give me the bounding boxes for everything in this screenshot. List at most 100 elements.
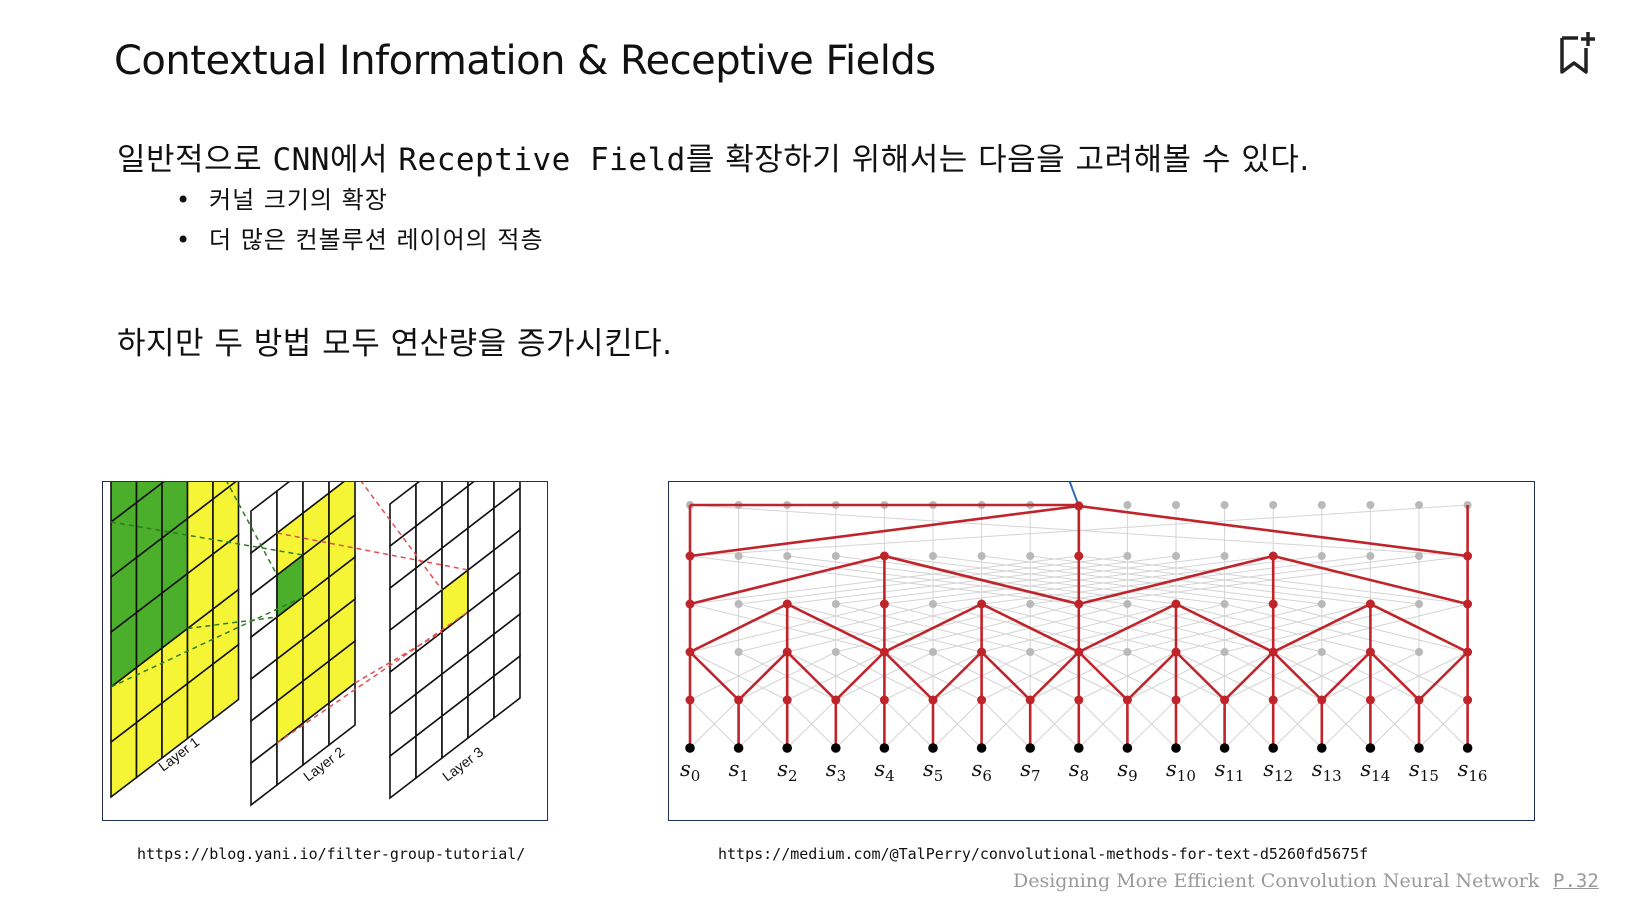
grey-node <box>1123 600 1132 608</box>
red-node <box>1074 647 1084 657</box>
grey-node <box>1026 648 1035 656</box>
grey-node <box>977 552 986 560</box>
red-node <box>1074 551 1084 561</box>
grey-node <box>1123 552 1132 560</box>
input-label: s6 <box>972 757 992 785</box>
grey-connection <box>1030 555 1420 605</box>
grey-node <box>929 648 937 656</box>
intro-pre: 일반적으로 <box>117 142 273 178</box>
red-node <box>1463 695 1473 705</box>
grey-node <box>1317 648 1326 656</box>
red-node <box>1268 647 1278 657</box>
red-node <box>928 695 938 705</box>
grey-node <box>1415 552 1423 560</box>
grey-connection <box>1272 699 1323 749</box>
red-node <box>685 647 695 657</box>
grey-node <box>734 648 743 656</box>
grey-connection <box>689 699 739 749</box>
red-node <box>1365 599 1375 609</box>
input-node <box>685 743 695 753</box>
grey-node <box>831 552 840 560</box>
red-node <box>1122 695 1132 705</box>
red-node <box>1268 695 1278 705</box>
input-node <box>1317 743 1327 753</box>
red-connection <box>1272 602 1371 654</box>
grey-connection <box>1127 699 1177 749</box>
grey-node <box>1366 552 1375 560</box>
grey-connection <box>1370 699 1420 749</box>
input-node <box>1462 743 1473 753</box>
input-label: s5 <box>923 757 943 785</box>
dilated-conv-diagram: s0 s1 s2 s3 s4 s5 s6 s7 s8 s9 s10 s11 s12 s13 s14 s15 s1… <box>680 482 1487 785</box>
figure2-source-link[interactable]: https://medium.com/@TalPerry/convolution… <box>718 845 1369 863</box>
figure1-source-link[interactable]: https://blog.yani.io/filter-group-tutori… <box>137 845 526 863</box>
input-node <box>831 743 841 753</box>
green-dash-line <box>187 616 278 630</box>
red-node <box>782 647 792 657</box>
red-node <box>685 599 695 609</box>
red-node <box>782 599 792 609</box>
input-node <box>928 743 938 753</box>
grey-node <box>1317 501 1326 509</box>
layers-diagram: Layer 1 Layer 2 Layer 3 <box>110 367 521 807</box>
red-node <box>1268 551 1278 561</box>
grey-node <box>1317 552 1326 560</box>
input-node <box>1219 743 1230 753</box>
grey-connection <box>981 651 1080 701</box>
red-node <box>782 695 792 705</box>
input-label: s10 <box>1166 757 1196 785</box>
bullet-item: • 더 많은 컨볼루션 레이어의 적층 <box>176 226 544 254</box>
bullet-item: • 커널 크기의 확장 <box>176 186 388 214</box>
red-connection <box>1077 651 1129 701</box>
red-connection <box>786 651 837 701</box>
grey-node <box>831 648 840 656</box>
grey-node <box>1269 501 1278 509</box>
input-node <box>733 743 744 753</box>
input-node <box>1074 743 1084 753</box>
input-label: s9 <box>1117 757 1137 785</box>
input-label: s12 <box>1263 757 1293 785</box>
intro-rf: Receptive Field <box>398 142 686 178</box>
red-connection <box>932 651 983 701</box>
red-connection <box>1029 651 1080 701</box>
bookmark-add-icon[interactable] <box>1556 30 1596 76</box>
input-label: s15 <box>1409 757 1439 785</box>
red-node <box>1171 599 1181 609</box>
red-node <box>977 695 987 705</box>
grey-connection <box>786 699 837 749</box>
grey-connection <box>786 651 885 701</box>
red-connection <box>1320 651 1372 701</box>
input-label: s8 <box>1069 757 1089 785</box>
grey-node <box>1220 501 1229 509</box>
red-node <box>1268 599 1278 609</box>
red-connection <box>1078 554 1274 606</box>
input-node <box>1025 743 1035 753</box>
red-node <box>977 599 987 609</box>
red-connection <box>1272 554 1468 606</box>
slide-title: Contextual Information & Receptive Field… <box>114 38 936 84</box>
grey-node <box>783 552 792 560</box>
red-node <box>1317 695 1327 705</box>
red-node <box>831 695 841 705</box>
red-node <box>977 647 987 657</box>
grey-node <box>1366 501 1375 509</box>
grey-node <box>1415 501 1423 509</box>
page-number: P.32 <box>1553 870 1599 892</box>
grey-connection <box>1175 651 1274 701</box>
grey-connection <box>689 651 788 701</box>
layers-figure: Layer 1 Layer 2 Layer 3 <box>102 367 548 821</box>
input-node <box>1122 743 1133 753</box>
red-connection <box>689 554 885 606</box>
grey-connection <box>1029 699 1080 749</box>
input-node <box>1365 743 1376 753</box>
output-connection <box>1068 482 1080 507</box>
red-connection <box>737 651 789 701</box>
red-node <box>1074 695 1084 705</box>
red-node <box>879 695 889 705</box>
red-node <box>685 551 695 561</box>
grey-node <box>1220 648 1229 656</box>
grey-connection <box>981 699 1031 749</box>
input-label: s4 <box>874 757 894 785</box>
red-connection <box>1369 602 1469 654</box>
red-connection <box>1175 602 1274 654</box>
